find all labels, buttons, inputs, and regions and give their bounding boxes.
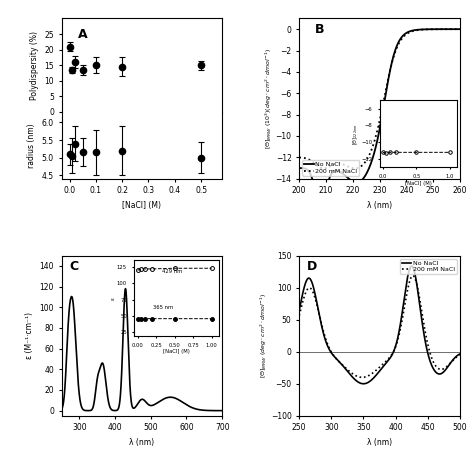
Text: C: C xyxy=(70,261,79,274)
Text: D: D xyxy=(307,261,318,274)
No NaCl xyxy=(457,351,463,357)
200 mM NaCl xyxy=(410,273,416,279)
Y-axis label: $[\Theta]_{MRW}\ (deg\cdot cm^2\cdot dmol^{-1})$: $[\Theta]_{MRW}\ (deg\cdot cm^2\cdot dmo… xyxy=(259,293,269,378)
200 mM NaCl xyxy=(325,164,331,170)
Y-axis label: Polydispersity (%): Polydispersity (%) xyxy=(30,30,39,100)
Line: 200 mM NaCl: 200 mM NaCl xyxy=(299,29,460,169)
Y-axis label: radius (nm): radius (nm) xyxy=(27,123,36,168)
No NaCl xyxy=(338,170,344,175)
Legend: No NaCl, 200 mM NaCl: No NaCl, 200 mM NaCl xyxy=(400,259,456,274)
200 mM NaCl xyxy=(394,340,400,346)
No NaCl xyxy=(361,381,366,387)
200 mM NaCl xyxy=(359,375,365,380)
No NaCl xyxy=(394,339,400,344)
No NaCl xyxy=(409,263,414,269)
200 mM NaCl xyxy=(399,320,404,325)
200 mM NaCl xyxy=(390,350,395,356)
No NaCl xyxy=(318,203,324,208)
Line: No NaCl: No NaCl xyxy=(299,29,460,206)
200 mM NaCl xyxy=(338,161,344,166)
200 mM NaCl xyxy=(457,352,463,358)
Legend: No NaCl, 200 mM NaCl: No NaCl, 200 mM NaCl xyxy=(302,160,359,176)
Text: B: B xyxy=(315,23,325,36)
Text: A: A xyxy=(78,28,87,41)
200 mM NaCl xyxy=(391,52,397,58)
X-axis label: λ (nm): λ (nm) xyxy=(129,438,155,447)
No NaCl xyxy=(457,26,463,32)
No NaCl xyxy=(390,351,395,356)
Line: 200 mM NaCl: 200 mM NaCl xyxy=(299,276,460,377)
200 mM NaCl xyxy=(418,27,423,32)
No NaCl xyxy=(435,371,441,377)
No NaCl xyxy=(296,165,302,171)
X-axis label: [NaCl] (M): [NaCl] (M) xyxy=(122,201,161,210)
No NaCl xyxy=(325,180,331,186)
200 mM NaCl xyxy=(435,365,441,371)
200 mM NaCl xyxy=(404,31,410,36)
No NaCl xyxy=(419,315,424,320)
No NaCl xyxy=(418,27,423,32)
No NaCl xyxy=(399,313,404,318)
200 mM NaCl xyxy=(369,146,375,151)
200 mM NaCl xyxy=(306,285,312,291)
200 mM NaCl xyxy=(296,313,302,318)
X-axis label: λ (nm): λ (nm) xyxy=(367,438,392,447)
No NaCl xyxy=(369,157,375,163)
No NaCl xyxy=(404,30,410,36)
200 mM NaCl xyxy=(419,306,424,312)
200 mM NaCl xyxy=(457,26,463,32)
No NaCl xyxy=(296,307,302,313)
Y-axis label: ε (M⁻¹·cm⁻¹): ε (M⁻¹·cm⁻¹) xyxy=(25,312,34,359)
X-axis label: λ (nm): λ (nm) xyxy=(367,201,392,210)
200 mM NaCl xyxy=(296,155,302,160)
Y-axis label: $[\Theta]_{MRW}\ (10^3)(deg\cdot cm^2\cdot dmol^{-1})$: $[\Theta]_{MRW}\ (10^3)(deg\cdot cm^2\cd… xyxy=(264,48,274,149)
No NaCl xyxy=(391,51,397,56)
No NaCl xyxy=(306,275,312,281)
Line: No NaCl: No NaCl xyxy=(299,266,460,384)
200 mM NaCl xyxy=(321,166,327,171)
